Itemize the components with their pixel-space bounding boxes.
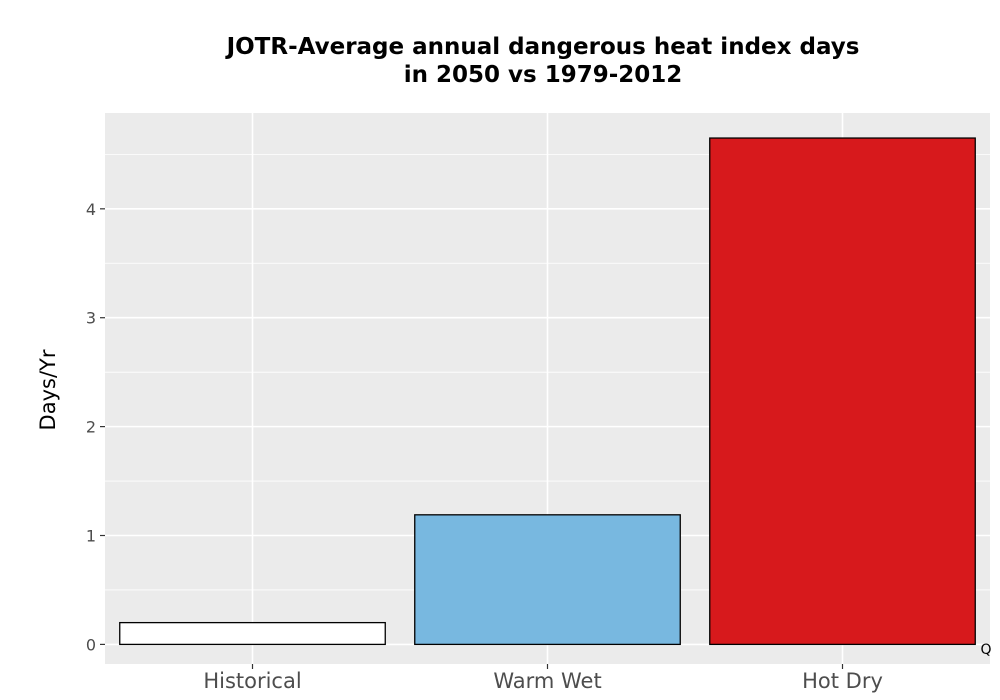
- chart-title-line-1: JOTR-Average annual dangerous heat index…: [225, 34, 860, 60]
- corner-mark: Q: [980, 642, 991, 658]
- y-axis-label: Days/Yr: [36, 349, 60, 430]
- bar-historical: [119, 621, 386, 646]
- bar-warm-wet: [414, 514, 681, 646]
- y-tick-label: 0: [86, 635, 96, 654]
- x-tick-label: Warm Wet: [493, 669, 601, 693]
- y-tick-label: 3: [86, 309, 96, 328]
- chart-title-line-2: in 2050 vs 1979-2012: [404, 62, 683, 88]
- y-axis: 0 1 2 3 4: [86, 200, 105, 654]
- y-tick-label: 4: [86, 200, 96, 219]
- bars: [119, 137, 976, 646]
- x-tick-label: Hot Dry: [802, 669, 883, 693]
- y-tick-label: 2: [86, 418, 96, 437]
- x-axis: Historical Warm Wet Hot Dry: [203, 664, 883, 693]
- x-tick-label: Historical: [203, 669, 301, 693]
- y-tick-label: 1: [86, 527, 96, 546]
- bar-hot-dry: [709, 137, 976, 646]
